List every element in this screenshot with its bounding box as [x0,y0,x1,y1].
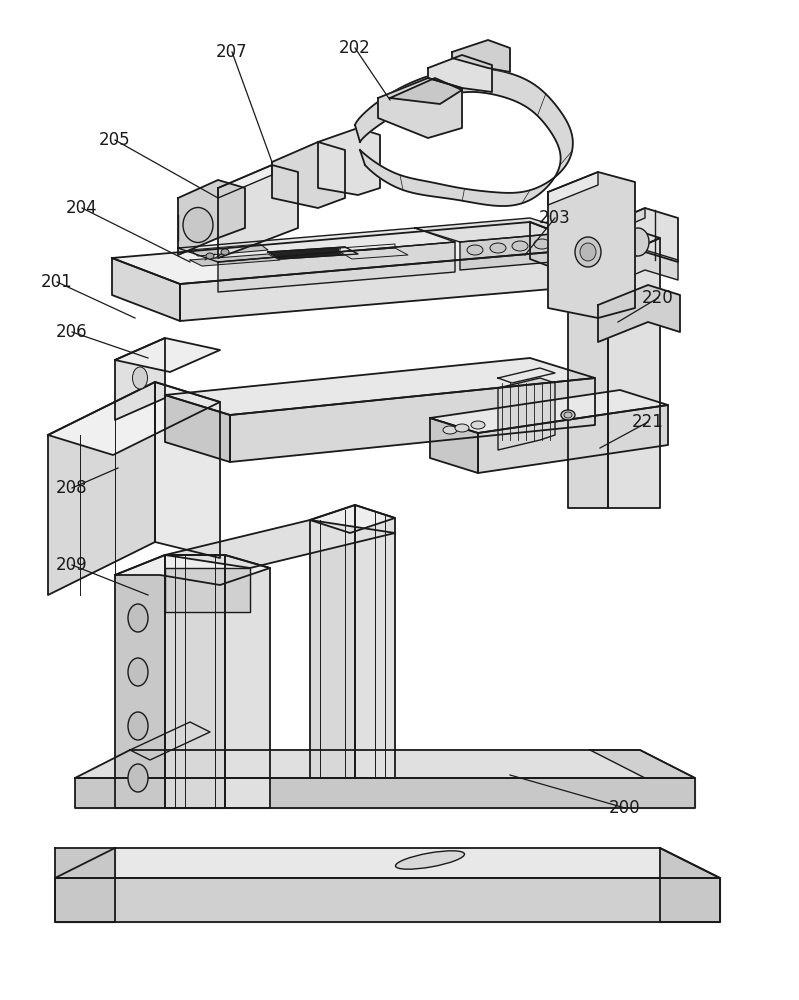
Polygon shape [340,244,395,252]
Ellipse shape [490,243,506,253]
Polygon shape [115,555,270,585]
Text: 201: 201 [41,273,73,291]
Polygon shape [165,555,225,808]
Polygon shape [355,68,573,206]
Polygon shape [268,247,358,259]
Polygon shape [548,172,635,318]
Ellipse shape [133,367,148,389]
Polygon shape [48,382,220,455]
Polygon shape [318,128,380,195]
Polygon shape [112,222,598,284]
Polygon shape [430,418,478,473]
Ellipse shape [128,658,148,686]
Polygon shape [190,244,268,256]
Polygon shape [178,228,455,262]
Ellipse shape [564,412,572,418]
Text: 206: 206 [56,323,88,341]
Polygon shape [115,338,220,372]
Polygon shape [430,390,668,433]
Polygon shape [75,778,695,808]
Polygon shape [590,750,695,778]
Polygon shape [165,358,595,415]
Text: 203: 203 [539,209,570,227]
Polygon shape [75,750,695,778]
Ellipse shape [206,253,214,259]
Text: 220: 220 [642,289,674,307]
Polygon shape [498,368,555,383]
Polygon shape [660,848,720,922]
Text: 202: 202 [339,39,371,57]
Polygon shape [568,248,608,508]
Polygon shape [218,242,455,292]
Polygon shape [218,165,272,198]
Text: 204: 204 [66,199,97,217]
Polygon shape [452,40,510,72]
Polygon shape [598,208,678,272]
Ellipse shape [575,237,601,267]
Polygon shape [428,55,492,92]
Ellipse shape [396,851,464,869]
Polygon shape [55,878,720,922]
Polygon shape [115,555,165,808]
Polygon shape [165,395,230,462]
Polygon shape [460,232,575,270]
Polygon shape [130,722,210,760]
Polygon shape [112,258,180,321]
Polygon shape [155,382,220,558]
Polygon shape [55,848,720,878]
Ellipse shape [128,764,148,792]
Polygon shape [310,505,355,778]
Ellipse shape [627,228,649,256]
Polygon shape [55,848,115,922]
Polygon shape [598,250,678,290]
Ellipse shape [467,245,483,255]
Polygon shape [48,382,155,595]
Polygon shape [378,78,462,138]
Polygon shape [415,218,575,242]
Polygon shape [598,285,680,342]
Polygon shape [498,378,555,450]
Text: 209: 209 [56,556,88,574]
Polygon shape [608,238,660,508]
Ellipse shape [512,241,528,251]
Text: 200: 200 [609,799,641,817]
Polygon shape [180,248,598,321]
Ellipse shape [534,239,550,249]
Ellipse shape [455,424,469,432]
Ellipse shape [128,604,148,632]
Polygon shape [190,254,280,266]
Text: 205: 205 [99,131,131,149]
Text: 221: 221 [632,413,664,431]
Polygon shape [165,568,250,612]
Ellipse shape [221,249,229,255]
Ellipse shape [580,243,596,261]
Polygon shape [225,555,270,808]
Text: 208: 208 [56,479,88,497]
Polygon shape [390,78,462,104]
Polygon shape [165,520,395,568]
Polygon shape [310,505,395,533]
Ellipse shape [471,421,485,429]
Ellipse shape [183,208,213,242]
Ellipse shape [561,410,575,420]
Polygon shape [530,222,598,285]
Polygon shape [178,180,245,255]
Polygon shape [548,172,598,205]
Polygon shape [568,225,660,261]
Polygon shape [218,165,298,258]
Ellipse shape [443,426,457,434]
Polygon shape [272,142,345,208]
Polygon shape [355,505,395,778]
Polygon shape [230,378,595,462]
Text: 207: 207 [217,43,248,61]
Polygon shape [598,208,645,238]
Polygon shape [340,248,408,259]
Polygon shape [478,405,668,473]
Polygon shape [115,338,165,420]
Ellipse shape [128,712,148,740]
